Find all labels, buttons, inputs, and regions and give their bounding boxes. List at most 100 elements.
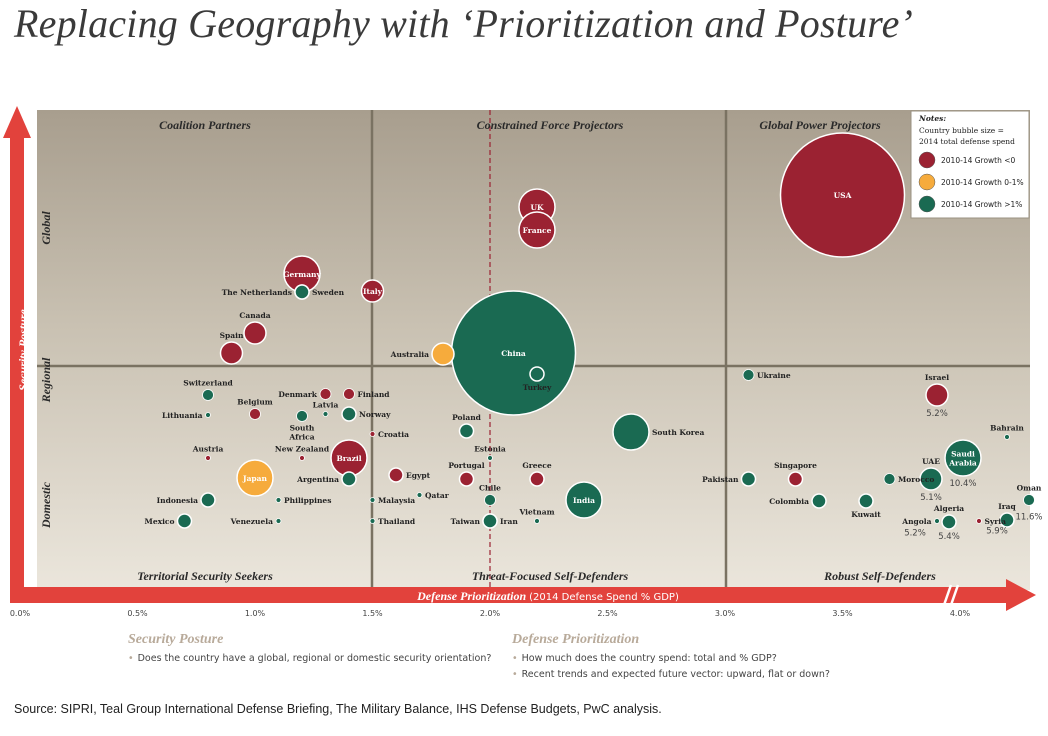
bubble-label: Morocco [898, 475, 934, 484]
bubble-label: Lithuania [162, 411, 203, 420]
y-category-label: Global [39, 211, 53, 245]
bubble-iraq [999, 512, 1015, 528]
x-tick-label: 1.5% [362, 609, 383, 618]
x-tick-label: 2.0% [480, 609, 501, 618]
y-category-label: Domestic [39, 481, 53, 529]
bubble-label: Estonia [474, 445, 506, 454]
bubble-value-label: 5.1% [920, 493, 942, 503]
bubble-denmark [319, 388, 332, 400]
page-title: Replacing Geography with ‘Prioritization… [14, 1, 914, 46]
bubble-label: Chile [479, 484, 501, 493]
bubble-chart: Coalition Partners Constrained Force Proj… [3, 106, 1043, 618]
bubble-label: Iraq [998, 502, 1016, 511]
bubble-angola [934, 518, 940, 524]
legend-notes-label: Notes: [918, 114, 946, 123]
bubble-label: Philippines [284, 496, 331, 505]
bubble-argentina [341, 471, 357, 487]
bubble-latvia [322, 411, 329, 417]
bubble-label: Argentina [296, 475, 339, 484]
bubble-morocco [883, 473, 896, 485]
y-axis-label: Security Posture [16, 308, 30, 390]
bubble-france [518, 211, 556, 249]
bubble-oman [1023, 494, 1035, 506]
bubble-label: Syria [985, 517, 1007, 526]
y-category-label: Regional [39, 357, 53, 403]
bubble-label: Thailand [378, 517, 416, 526]
bubble-italy [360, 279, 385, 303]
bubble-label: USA [834, 191, 852, 200]
bubble-bahrain [1004, 434, 1010, 440]
bubble-austria [205, 455, 211, 461]
bubble-uae [919, 467, 943, 491]
x-axis-label-suffix: (2014 Defense Spend % GDP) [529, 592, 679, 603]
bubble-iran [482, 513, 498, 529]
bubble-estonia [487, 455, 493, 461]
bubble-israel [925, 383, 949, 407]
bubble-label: Colombia [769, 497, 809, 506]
bubble-label: Pakistan [702, 475, 739, 484]
legend-label: 2010-14 Growth 0-1% [941, 178, 1024, 187]
prioritization-item-text: Recent trends and expected future vector… [521, 669, 830, 680]
bubble-label: Arabia [948, 459, 977, 468]
bubble-poland [458, 423, 475, 439]
bubble-syria [976, 518, 982, 524]
y-axis-arrowhead [3, 106, 31, 138]
bubble-label: Canada [239, 311, 270, 320]
x-tick-label: 4.0% [950, 609, 971, 618]
bubble-label: Malaysia [378, 496, 415, 505]
prioritization-item: • How much does the country spend: total … [512, 653, 777, 664]
bubble-label: Ukraine [757, 371, 791, 380]
x-axis-label-main: Defense Prioritization [416, 589, 529, 603]
bubble-label: Croatia [378, 430, 409, 439]
bubble-colombia [811, 493, 827, 509]
bubble-saudi-arabia [944, 439, 982, 477]
bubble-value-label: 5.9% [986, 527, 1008, 537]
bubble-label: South Korea [652, 428, 704, 437]
x-axis-label: Defense Prioritization (2014 Defense Spe… [416, 589, 679, 603]
bubble-belgium [249, 408, 261, 420]
bubble-label: Finland [358, 390, 391, 399]
x-axis-arrowhead [1006, 579, 1036, 611]
legend-note: Country bubble size = [919, 126, 1004, 135]
bubble-label: New Zealand [275, 445, 330, 454]
axis-break-mark [949, 584, 960, 606]
bubble-label: Algeria [933, 504, 964, 513]
bubble-label: Italy [363, 287, 383, 296]
bubble-egypt [388, 467, 404, 483]
bubble-label: Bahrain [990, 424, 1024, 433]
bubble-new-zealand [299, 455, 305, 461]
legend-swatch [918, 195, 936, 213]
bubble-label: Saudi [951, 450, 975, 459]
prioritization-heading: Defense Prioritization [512, 632, 640, 647]
bubble-philippines [275, 497, 282, 503]
bubble-norway [341, 406, 357, 422]
bubble-label: Mexico [145, 517, 175, 526]
bubble-label: Belgium [237, 398, 273, 407]
posture-item-text: Does the country have a global, regional… [137, 653, 492, 664]
bubble-label: The Netherlands [222, 288, 292, 297]
bubble-chile [484, 494, 496, 506]
bubble-canada [243, 321, 267, 345]
bubble-pakistan [740, 471, 757, 487]
bubble-india [565, 481, 603, 519]
x-tick-label: 3.5% [832, 609, 853, 618]
bubble-label: UAE [922, 457, 940, 466]
bubble-vietnam [534, 518, 540, 524]
bubble-label: Vietnam [518, 508, 554, 517]
bubble-algeria [941, 514, 957, 530]
bubble-value-label: 5.2% [926, 409, 948, 419]
bubble-value-label: 5.4% [938, 532, 960, 542]
posture-item: • Does the country have a global, regiona… [128, 653, 492, 664]
bubble-label: Brazil [336, 454, 361, 463]
bubble-mexico [176, 513, 193, 529]
x-tick-label: 1.0% [245, 609, 266, 618]
prioritization-notes: Defense Prioritization • How much does th… [512, 632, 830, 680]
quadrant-title: Constrained Force Projectors [477, 118, 624, 132]
bubble-label: Austria [192, 445, 224, 454]
bubble-label: UK [530, 203, 544, 212]
bubble-value-label: 10.4% [949, 479, 976, 489]
bubble-label: South [290, 424, 315, 433]
quadrant-title: Territorial Security Seekers [137, 569, 273, 583]
bubble-label: France [523, 226, 552, 235]
bubble-greece [529, 471, 545, 487]
